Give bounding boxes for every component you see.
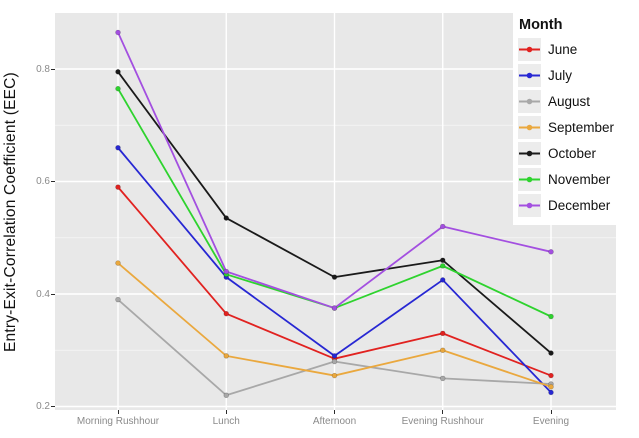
- legend-key-icon: [518, 116, 541, 139]
- legend-item-label: August: [548, 94, 591, 109]
- x-tick-mark: [117, 410, 119, 414]
- data-point-june: [548, 372, 554, 379]
- data-point-june: [115, 184, 121, 190]
- chart-canvas: [55, 13, 616, 410]
- y-tick-mark: [51, 68, 55, 70]
- data-point-december: [223, 268, 230, 275]
- data-point-july: [331, 353, 338, 359]
- legend-key-icon: [518, 64, 541, 87]
- legend-item-december: December: [518, 194, 639, 217]
- legend-item-june: June: [518, 38, 639, 61]
- data-point-november: [440, 263, 446, 269]
- legend-item-label: November: [548, 172, 611, 187]
- data-point-july: [548, 389, 554, 396]
- y-tick-label: 0.6: [36, 176, 50, 187]
- y-tick-mark: [51, 293, 55, 295]
- data-point-december: [440, 223, 446, 230]
- legend-key-icon: [518, 168, 541, 191]
- legend-item-august: August: [518, 90, 639, 113]
- x-tick-label: Evening: [532, 416, 570, 427]
- x-tick-mark: [442, 410, 444, 414]
- legend-item-october: October: [518, 142, 639, 165]
- data-point-september: [115, 260, 121, 266]
- data-point-july: [115, 145, 121, 151]
- data-point-october: [223, 215, 230, 221]
- legend-item-label: October: [548, 146, 597, 161]
- data-point-october: [548, 350, 554, 356]
- x-tick-label: Morning Rushhour: [76, 416, 160, 427]
- data-point-october: [115, 69, 121, 75]
- legend-item-september: September: [518, 116, 639, 139]
- data-point-august: [223, 392, 230, 399]
- y-tick-label: 0.2: [36, 401, 50, 412]
- data-point-november: [548, 313, 554, 320]
- legend-key-icon: [518, 194, 541, 217]
- legend-item-label: December: [548, 198, 611, 213]
- x-tick-mark: [225, 410, 227, 414]
- legend-item-label: July: [548, 68, 573, 83]
- x-tick-mark: [334, 410, 335, 414]
- y-tick-label: 0.8: [36, 63, 50, 75]
- data-point-september: [331, 372, 338, 379]
- y-tick-mark: [51, 406, 55, 407]
- data-point-december: [548, 249, 554, 255]
- data-point-september: [223, 353, 230, 359]
- legend-item-november: November: [518, 168, 639, 191]
- legend-item-label: June: [548, 42, 578, 57]
- y-tick-mark: [51, 181, 55, 182]
- data-point-august: [331, 358, 338, 365]
- legend-key-icon: [518, 90, 541, 113]
- data-point-september: [440, 347, 446, 354]
- x-tick-label: Evening Rushhour: [401, 416, 484, 427]
- legend-item-label: September: [548, 120, 615, 135]
- data-point-august: [115, 296, 121, 303]
- legend-title: Month: [519, 17, 563, 33]
- x-tick-label: Afternoon: [312, 416, 357, 427]
- data-point-june: [223, 310, 230, 317]
- data-point-july: [440, 277, 446, 283]
- data-point-october: [331, 274, 338, 280]
- legend-item-july: July: [518, 64, 639, 87]
- legend-key-icon: [518, 38, 541, 61]
- y-tick-label: 0.4: [36, 288, 50, 300]
- data-point-november: [115, 85, 121, 92]
- data-point-september: [548, 384, 554, 390]
- data-point-december: [115, 29, 121, 36]
- data-point-december: [331, 305, 338, 311]
- x-tick-mark: [550, 410, 552, 414]
- legend: Month June July August September October Nove…: [513, 13, 639, 225]
- legend-rows: June July August September October November De…: [518, 38, 639, 217]
- data-point-october: [440, 257, 446, 264]
- y-axis-title: Entry-Exit-Correlation Coefficient (EEC): [2, 72, 19, 353]
- data-point-august: [440, 375, 446, 382]
- legend-key-icon: [518, 142, 541, 165]
- data-point-june: [440, 330, 446, 337]
- x-tick-label: Lunch: [212, 416, 240, 427]
